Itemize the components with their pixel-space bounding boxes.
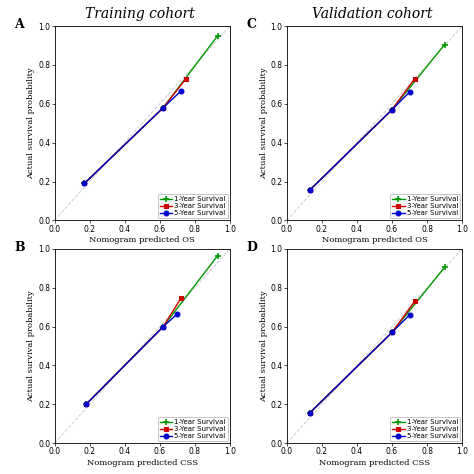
Legend: 1-Year Survival, 3-Year Survival, 5-Year Survival: 1-Year Survival, 3-Year Survival, 5-Year… [158, 417, 228, 441]
Text: C: C [246, 18, 257, 31]
Text: A: A [15, 18, 24, 31]
Legend: 1-Year Survival, 3-Year Survival, 5-Year Survival: 1-Year Survival, 3-Year Survival, 5-Year… [158, 194, 228, 219]
Text: Training cohort: Training cohort [85, 7, 195, 21]
X-axis label: Nomogram predicted OS: Nomogram predicted OS [89, 237, 195, 245]
Legend: 1-Year Survival, 3-Year Survival, 5-Year Survival: 1-Year Survival, 3-Year Survival, 5-Year… [390, 417, 460, 441]
Text: D: D [246, 241, 257, 254]
Text: B: B [14, 241, 25, 254]
Y-axis label: Actual survival probability: Actual survival probability [27, 290, 36, 402]
X-axis label: Nomogram predicted CSS: Nomogram predicted CSS [319, 459, 430, 467]
Y-axis label: Actual survival probability: Actual survival probability [260, 67, 268, 179]
X-axis label: Nomogram predicted OS: Nomogram predicted OS [321, 237, 428, 245]
Y-axis label: Actual survival probability: Actual survival probability [27, 67, 36, 179]
Text: Validation cohort: Validation cohort [312, 7, 432, 21]
X-axis label: Nomogram predicted CSS: Nomogram predicted CSS [87, 459, 198, 467]
Y-axis label: Actual survival probability: Actual survival probability [260, 290, 268, 402]
Legend: 1-Year Survival, 3-Year Survival, 5-Year Survival: 1-Year Survival, 3-Year Survival, 5-Year… [390, 194, 460, 219]
